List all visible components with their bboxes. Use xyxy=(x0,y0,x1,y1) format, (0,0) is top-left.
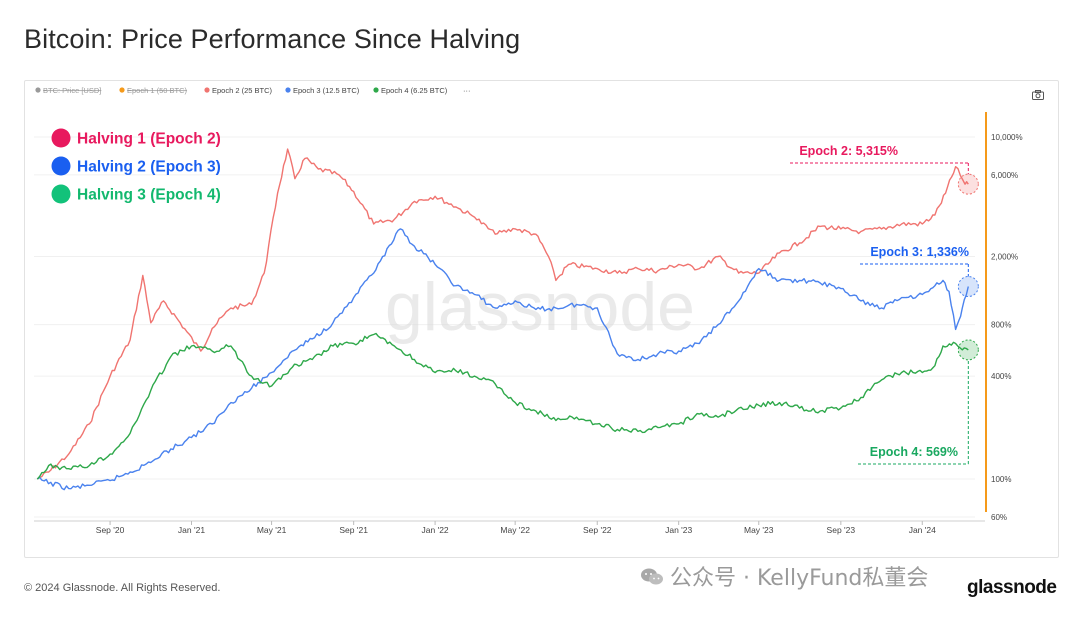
wechat-icon xyxy=(641,568,663,585)
page-title: Bitcoin: Price Performance Since Halving xyxy=(24,24,521,54)
glassnode-logo: glassnode xyxy=(967,577,1057,598)
wechat-watermark: 公众号 · KellyFund私董会 xyxy=(670,566,929,591)
camera-icon[interactable] xyxy=(1032,90,1044,100)
chart-panel xyxy=(24,80,1059,558)
copyright: © 2024 Glassnode. All Rights Reserved. xyxy=(24,582,221,594)
